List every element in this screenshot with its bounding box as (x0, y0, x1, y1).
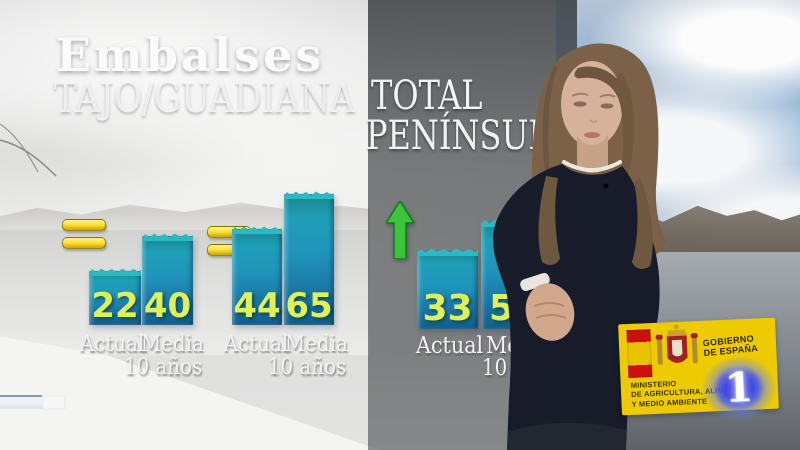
bar-value: 65 (285, 286, 333, 326)
video-progress-bar[interactable] (0, 395, 66, 410)
bar-media-1: 40 (142, 236, 193, 325)
broadcast-logo: GOBIERNO DE ESPAÑA MINISTERIO DE AGRICUL… (618, 317, 779, 423)
label-years-1: 10 años (124, 355, 203, 380)
label-media-1: Media (141, 332, 204, 357)
equals-icon (62, 219, 106, 255)
label-media-2: Media (285, 332, 348, 357)
bar-actual-1: 22 (89, 271, 141, 325)
bar-media-2: 65 (284, 194, 334, 325)
bar-value: 22 (91, 286, 139, 326)
presenter-silhouette (493, 43, 668, 450)
bar-value: 40 (143, 286, 192, 326)
government-label: GOBIERNO DE ESPAÑA (702, 333, 759, 359)
label-years-2: 10 años (268, 355, 347, 380)
bar-value: 44 (233, 286, 281, 326)
coat-of-arms-icon (655, 324, 698, 365)
label-actual-2: Actual (224, 332, 289, 357)
arrow-up-icon (386, 201, 414, 259)
subtitle-basins: TAJO/GUADIANA (54, 74, 356, 122)
page-title: Embalses (56, 28, 325, 82)
bare-branches (0, 123, 57, 177)
progress-fill[interactable] (0, 395, 42, 409)
column-title-line1: TOTAL (371, 73, 483, 119)
progress-handle[interactable] (42, 395, 66, 410)
bar-value: 33 (422, 288, 473, 329)
label-actual-1: Actual (80, 332, 145, 357)
bar-actual-2: 44 (232, 229, 282, 325)
bar-actual-total: 33 (417, 251, 478, 329)
spain-flag-icon (626, 329, 653, 379)
label-actual-3: Actual (416, 333, 484, 359)
